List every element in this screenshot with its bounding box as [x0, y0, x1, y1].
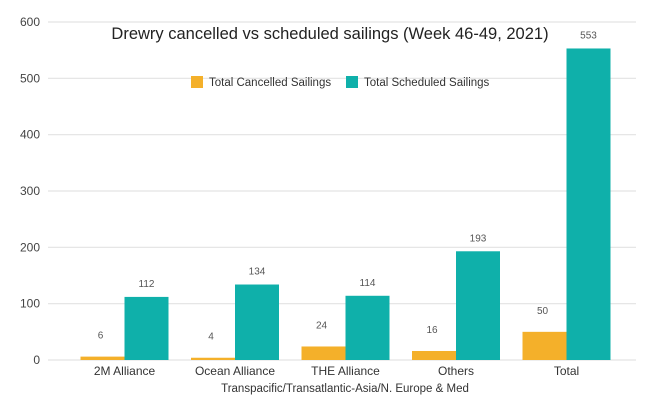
bar-scheduled-2m-alliance: [124, 296, 169, 360]
bar-cancelled-ocean-alliance: [191, 357, 235, 360]
y-tick-label: 200: [20, 240, 40, 254]
data-label: 112: [139, 279, 155, 290]
bar-scheduled-total: [566, 48, 611, 361]
x-category-label: Total: [554, 364, 579, 378]
data-label: 4: [208, 332, 214, 343]
y-tick-label: 400: [20, 128, 40, 142]
y-tick-label: 500: [20, 71, 40, 85]
data-label: 50: [537, 306, 549, 317]
x-category-label: Others: [438, 364, 474, 378]
bar-cancelled-2m-alliance: [80, 356, 125, 360]
x-category-label: THE Alliance: [311, 364, 380, 378]
data-label: 134: [249, 267, 266, 278]
y-tick-label: 100: [20, 297, 40, 311]
bar-scheduled-the-alliance: [345, 295, 390, 360]
data-label: 553: [580, 30, 597, 41]
legend-swatch-cancelled: [191, 76, 203, 88]
data-label: 24: [316, 320, 328, 331]
data-label: 193: [470, 233, 487, 244]
data-label: 114: [360, 278, 376, 289]
x-category-label: 2M Alliance: [94, 364, 156, 378]
legend-swatch-scheduled: [346, 76, 358, 88]
bar-cancelled-total: [522, 331, 567, 360]
x-category-label: Ocean Alliance: [195, 364, 275, 378]
bars: [80, 48, 611, 361]
bar-scheduled-ocean-alliance: [235, 284, 279, 360]
bar-cancelled-others: [412, 350, 456, 360]
data-label: 16: [426, 325, 438, 336]
data-label: 6: [98, 331, 104, 342]
bar-scheduled-others: [456, 251, 500, 360]
y-axis-ticks: 0 100 200 300 400 500 600: [20, 15, 40, 367]
y-tick-label: 600: [20, 15, 40, 29]
legend: Total Cancelled Sailings Total Scheduled…: [191, 76, 490, 89]
legend-label-cancelled: Total Cancelled Sailings: [209, 77, 331, 89]
y-tick-label: 300: [20, 184, 40, 198]
x-axis-categories: 2M Alliance Ocean Alliance THE Alliance Oth…: [94, 364, 579, 378]
bar-cancelled-the-alliance: [301, 346, 346, 360]
x-axis-title: Transpacific/Transatlantic-Asia/N. Europ…: [221, 383, 469, 395]
chart-title: Drewry cancelled vs scheduled sailings (…: [111, 25, 548, 43]
data-labels: 6 112 4 134 24 114 16 193 50 553: [98, 30, 598, 342]
legend-label-scheduled: Total Scheduled Sailings: [364, 77, 490, 89]
y-tick-label: 0: [33, 353, 40, 367]
